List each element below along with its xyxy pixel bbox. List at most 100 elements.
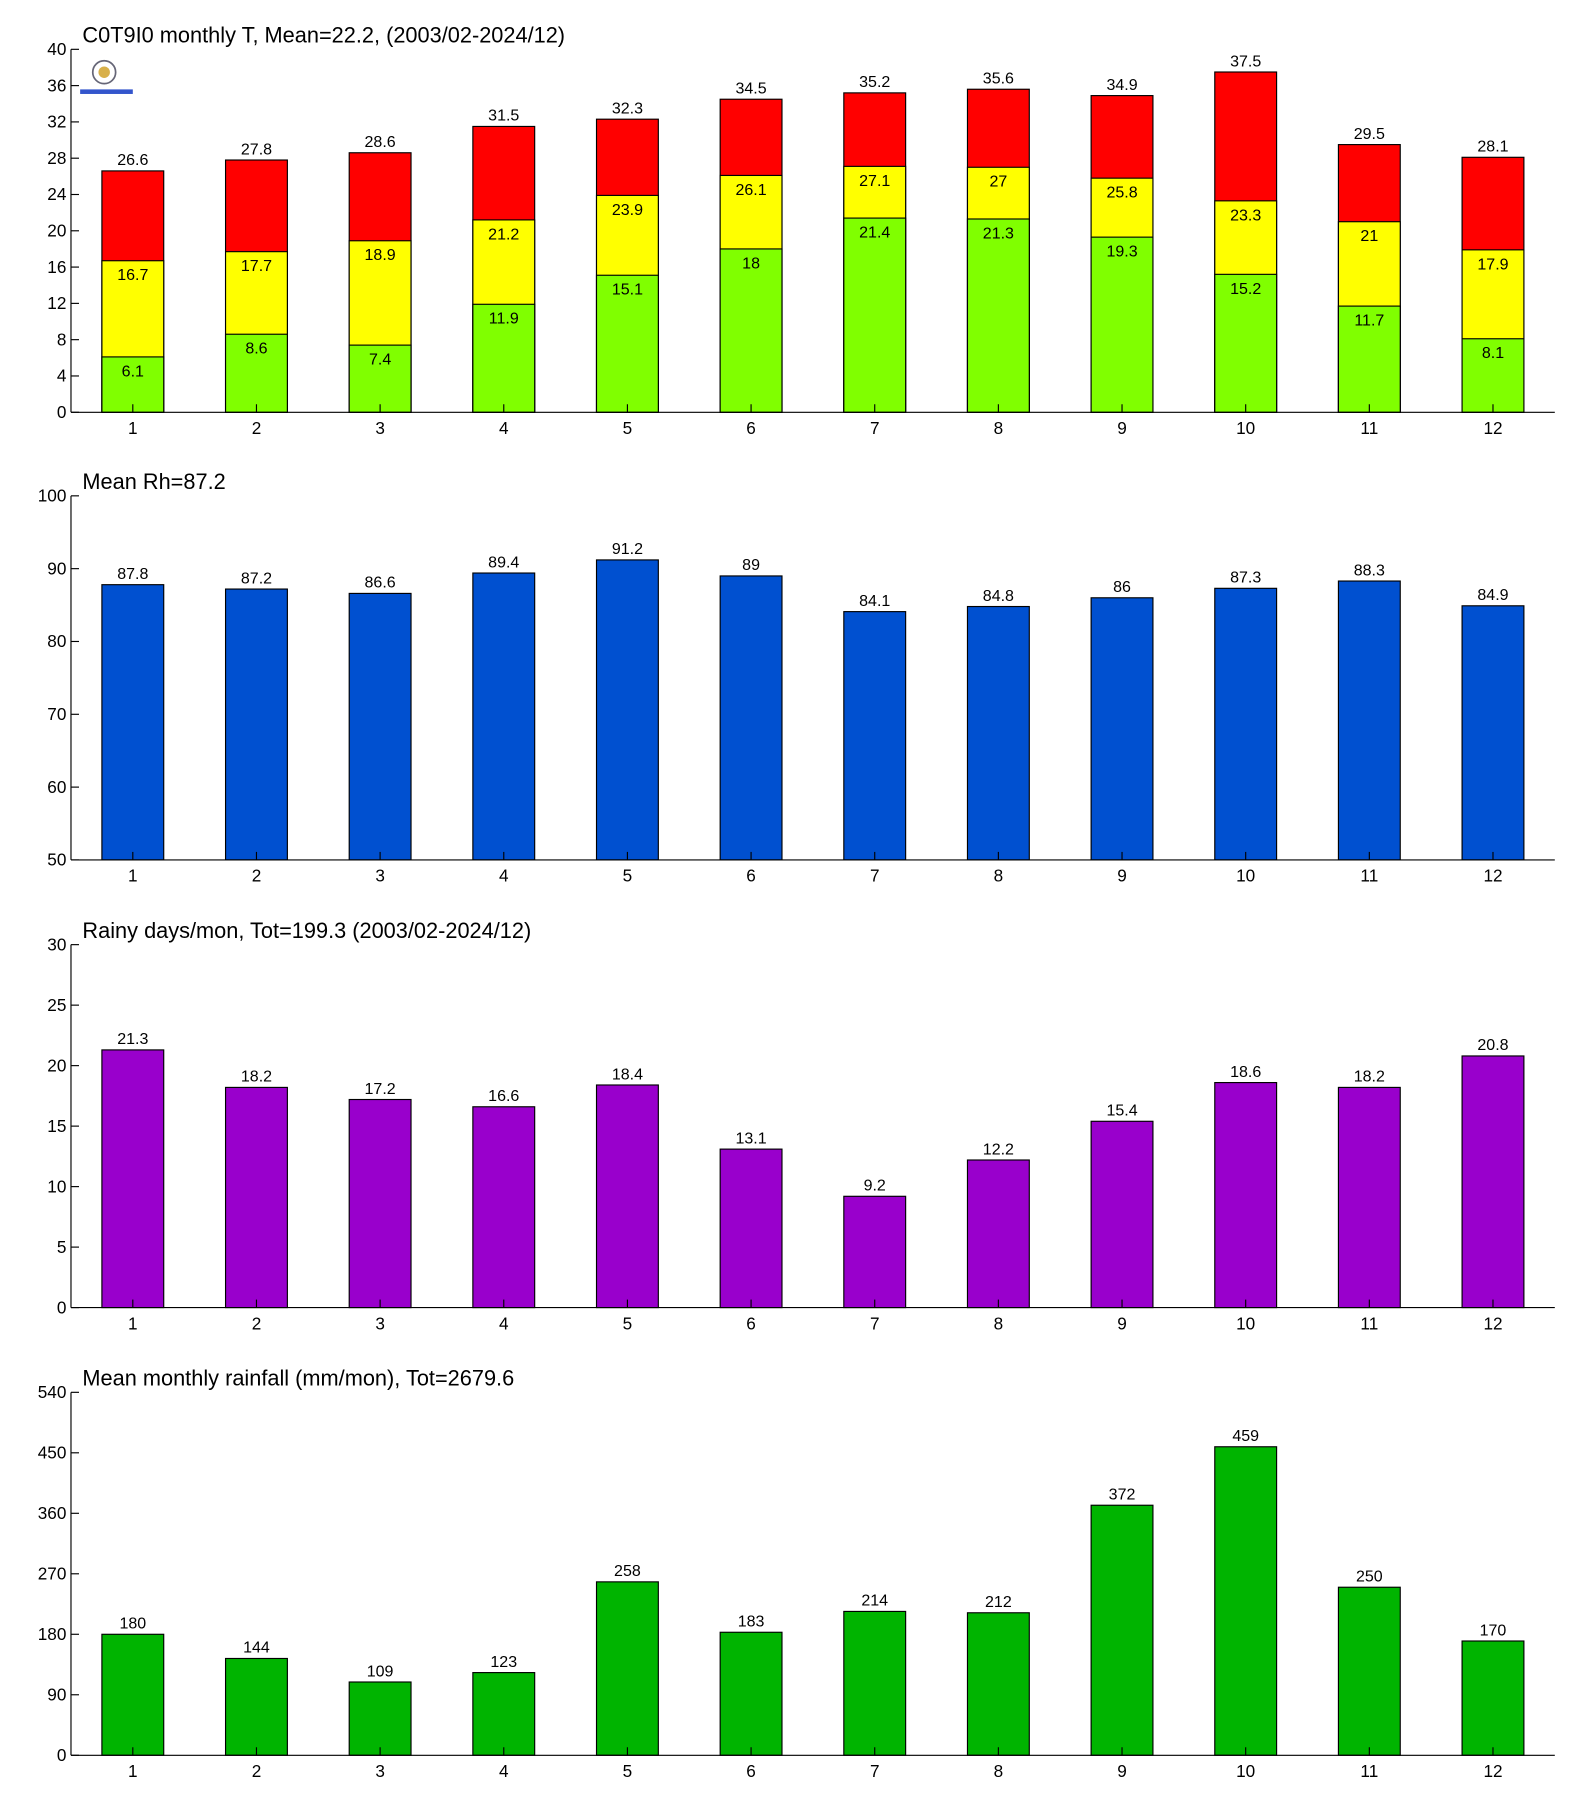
bar — [1214, 273, 1278, 413]
data-label: 19.3 — [1106, 243, 1137, 261]
x-tick-label: 1 — [128, 1761, 138, 1781]
data-label: 28.6 — [365, 133, 396, 151]
y-tick-label: 10 — [47, 1176, 66, 1196]
x-tick-label: 11 — [1360, 418, 1378, 438]
y-tick-label: 360 — [38, 1503, 67, 1523]
data-label: 214 — [861, 1592, 888, 1610]
x-tick-label: 2 — [252, 866, 262, 886]
x-tick-label: 9 — [1117, 866, 1127, 886]
x-tick-label: 8 — [994, 1313, 1004, 1333]
x-tick-label: 10 — [1236, 1313, 1255, 1333]
logo — [80, 59, 133, 94]
data-label: 459 — [1232, 1427, 1259, 1445]
data-label: 26.1 — [735, 181, 766, 199]
data-label: 21.3 — [983, 224, 1014, 242]
data-label: 28.1 — [1477, 138, 1508, 156]
x-tick-label: 3 — [375, 418, 385, 438]
y-tick-label: 32 — [47, 112, 66, 132]
data-label: 86 — [1113, 578, 1131, 596]
panel: Mean monthly rainfall (mm/mon), Tot=2679… — [38, 1365, 1555, 1781]
data-label: 15.4 — [1106, 1102, 1137, 1120]
data-label: 144 — [243, 1639, 270, 1657]
data-label: 21 — [1360, 227, 1378, 245]
bar — [719, 1148, 783, 1309]
data-label: 18.4 — [612, 1065, 643, 1083]
chart-title: Mean monthly rainfall (mm/mon), Tot=2679… — [82, 1365, 514, 1390]
x-tick-label: 2 — [252, 1313, 262, 1333]
data-label: 35.2 — [859, 73, 890, 91]
data-label: 34.9 — [1106, 76, 1137, 94]
bar — [1337, 1586, 1401, 1756]
y-tick-label: 40 — [47, 39, 66, 59]
x-tick-label: 3 — [375, 1761, 385, 1781]
x-tick-label: 8 — [994, 1761, 1004, 1781]
bar — [101, 584, 165, 861]
bar — [595, 1084, 659, 1309]
bar — [843, 1610, 907, 1756]
data-label: 25.8 — [1106, 184, 1137, 202]
y-tick-label: 540 — [38, 1382, 67, 1402]
bar — [101, 356, 165, 413]
data-label: 170 — [1480, 1621, 1507, 1639]
bar — [348, 592, 412, 861]
data-label: 13.1 — [735, 1129, 766, 1147]
data-label: 21.2 — [488, 225, 519, 243]
y-tick-label: 16 — [47, 257, 66, 277]
y-tick-label: 28 — [47, 148, 66, 168]
bar — [966, 218, 1030, 413]
bar — [224, 1657, 288, 1756]
bar — [719, 248, 783, 413]
x-tick-label: 11 — [1360, 866, 1378, 886]
x-tick-label: 5 — [623, 418, 633, 438]
bar — [719, 1631, 783, 1756]
bar — [1214, 1446, 1278, 1756]
bar — [1337, 305, 1401, 413]
bar — [1461, 1055, 1525, 1309]
data-label: 18.2 — [241, 1068, 272, 1086]
data-label: 87.2 — [241, 569, 272, 587]
y-tick-label: 36 — [47, 75, 66, 95]
data-label: 7.4 — [369, 351, 391, 369]
panel: Rainy days/mon, Tot=199.3 (2003/02-2024/… — [47, 918, 1555, 1333]
bar — [348, 344, 412, 413]
panel: C0T9I0 monthly T, Mean=22.2, (2003/02-20… — [47, 22, 1555, 438]
data-label: 27 — [989, 173, 1007, 191]
x-tick-label: 6 — [746, 866, 756, 886]
bar — [595, 559, 659, 861]
y-tick-label: 30 — [47, 934, 66, 954]
bar — [1337, 580, 1401, 861]
data-label: 18.6 — [1230, 1063, 1261, 1081]
data-label: 89.4 — [488, 553, 519, 571]
x-tick-label: 10 — [1236, 418, 1255, 438]
data-label: 109 — [367, 1662, 394, 1680]
bar — [1090, 597, 1154, 861]
bar — [1090, 1504, 1154, 1756]
bar — [348, 1681, 412, 1756]
x-tick-label: 2 — [252, 418, 262, 438]
y-tick-label: 5 — [57, 1237, 67, 1257]
bar — [843, 611, 907, 861]
x-tick-label: 9 — [1117, 1761, 1127, 1781]
bar — [472, 1106, 536, 1309]
data-label: 15.2 — [1230, 280, 1261, 298]
x-tick-label: 8 — [994, 418, 1004, 438]
data-label: 17.2 — [365, 1080, 396, 1098]
bar — [966, 605, 1030, 861]
data-label: 23.3 — [1230, 206, 1261, 224]
data-label: 123 — [490, 1653, 517, 1671]
data-label: 18.9 — [365, 246, 396, 264]
x-tick-label: 9 — [1117, 1313, 1127, 1333]
x-tick-label: 8 — [994, 866, 1004, 886]
data-label: 250 — [1356, 1568, 1383, 1586]
x-tick-label: 7 — [870, 1761, 880, 1781]
bar — [472, 572, 536, 861]
data-label: 372 — [1109, 1486, 1136, 1504]
y-tick-label: 8 — [57, 329, 67, 349]
x-tick-label: 4 — [499, 418, 509, 438]
data-label: 9.2 — [864, 1177, 886, 1195]
x-tick-label: 1 — [128, 866, 138, 886]
data-label: 18.2 — [1354, 1068, 1385, 1086]
x-tick-label: 3 — [375, 866, 385, 886]
x-tick-label: 1 — [128, 418, 138, 438]
